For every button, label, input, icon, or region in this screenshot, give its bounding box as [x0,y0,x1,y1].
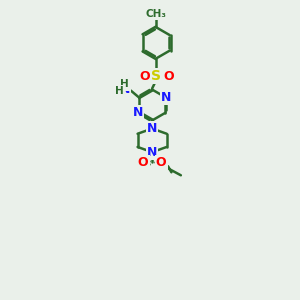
Text: N: N [161,91,172,104]
Text: O: O [139,70,149,83]
Text: N: N [120,83,130,96]
Text: N: N [147,146,157,159]
Text: N: N [133,106,143,119]
Text: O: O [156,156,167,169]
Text: S: S [152,69,161,83]
Text: O: O [163,70,174,83]
Text: H: H [121,80,129,89]
Text: H: H [115,86,124,96]
Text: CH₃: CH₃ [146,9,167,19]
Text: N: N [147,122,157,135]
Text: O: O [138,156,148,169]
